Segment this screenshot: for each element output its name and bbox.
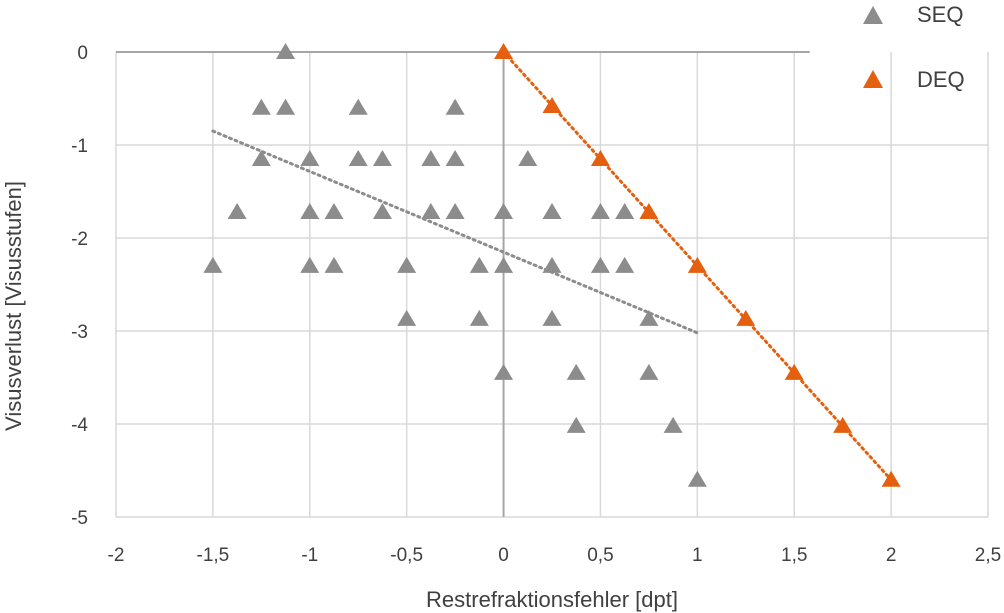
point-seq xyxy=(300,256,320,273)
point-seq xyxy=(542,309,562,326)
legend-item-deq: DEQ xyxy=(863,67,965,92)
y-tick-label: -3 xyxy=(71,322,88,343)
point-deq xyxy=(542,96,562,113)
x-tick-label: -0,5 xyxy=(390,545,423,566)
point-seq xyxy=(566,363,586,380)
point-seq xyxy=(494,256,514,273)
point-deq xyxy=(784,363,804,380)
point-deq xyxy=(881,470,901,487)
point-seq xyxy=(300,149,320,166)
point-seq xyxy=(469,309,489,326)
x-tick-label: 0,5 xyxy=(587,545,613,566)
point-seq xyxy=(542,202,562,219)
x-tick-label: 1,5 xyxy=(781,545,807,566)
point-seq xyxy=(639,363,659,380)
point-deq xyxy=(639,202,659,219)
grid xyxy=(115,52,989,518)
point-seq xyxy=(687,470,707,487)
y-tick-label: -4 xyxy=(71,415,88,436)
legend-marker-deq xyxy=(863,70,883,88)
point-seq xyxy=(324,202,344,219)
point-seq xyxy=(590,202,610,219)
point-seq xyxy=(397,256,417,273)
point-seq xyxy=(445,149,465,166)
x-tick-label: 1 xyxy=(692,545,703,566)
point-seq xyxy=(203,256,223,273)
point-seq xyxy=(566,416,586,433)
x-tick-label: 2,5 xyxy=(975,545,1001,566)
legend-label-seq: SEQ xyxy=(917,2,963,27)
axes xyxy=(116,51,810,517)
point-seq xyxy=(300,202,320,219)
point-deq xyxy=(736,309,756,326)
x-axis-title: Restrefraktionsfehler [dpt] xyxy=(426,587,678,612)
point-seq xyxy=(251,98,271,115)
y-tick-label: -1 xyxy=(71,136,88,157)
point-seq xyxy=(542,256,562,273)
x-tick-label: -1 xyxy=(301,545,318,566)
point-seq xyxy=(348,149,368,166)
point-seq xyxy=(227,202,247,219)
data-points xyxy=(203,43,901,487)
point-seq xyxy=(469,256,489,273)
point-seq xyxy=(324,256,344,273)
point-seq xyxy=(445,98,465,115)
y-tick-label: -2 xyxy=(71,229,88,250)
point-seq xyxy=(421,202,441,219)
x-tick-label: 0 xyxy=(498,545,509,566)
point-seq xyxy=(615,256,635,273)
point-seq xyxy=(251,149,271,166)
y-axis-title: Visusverlust [Visusstufen] xyxy=(1,181,26,431)
point-seq xyxy=(445,202,465,219)
point-seq xyxy=(421,149,441,166)
point-deq xyxy=(590,149,610,166)
point-seq xyxy=(615,202,635,219)
y-tick-label: -5 xyxy=(71,508,88,529)
point-seq xyxy=(494,363,514,380)
y-tick-label: 0 xyxy=(77,43,88,64)
point-seq xyxy=(494,202,514,219)
tick-labels: -2 -1,5 -1 -0,5 0 0,5 1 1,5 2 2,5 0 -1 -2 -3 -4 -5 xyxy=(71,43,1001,566)
x-tick-label: -1,5 xyxy=(197,545,230,566)
point-seq xyxy=(518,149,538,166)
point-seq xyxy=(372,149,392,166)
legend-marker-seq xyxy=(863,6,883,24)
legend-item-seq: SEQ xyxy=(863,2,963,27)
point-seq xyxy=(639,309,659,326)
x-tick-label: -2 xyxy=(108,545,125,566)
point-seq xyxy=(663,416,683,433)
legend-label-deq: DEQ xyxy=(917,67,965,92)
point-seq xyxy=(276,43,296,59)
point-seq xyxy=(372,202,392,219)
point-deq xyxy=(494,43,514,59)
point-seq xyxy=(397,309,417,326)
x-tick-label: 2 xyxy=(886,545,897,566)
point-seq xyxy=(590,256,610,273)
point-seq xyxy=(276,98,296,115)
legend: SEQ DEQ xyxy=(863,2,965,92)
point-deq xyxy=(833,416,853,433)
point-deq xyxy=(687,256,707,273)
trendline-seq xyxy=(211,129,699,335)
point-seq xyxy=(348,98,368,115)
